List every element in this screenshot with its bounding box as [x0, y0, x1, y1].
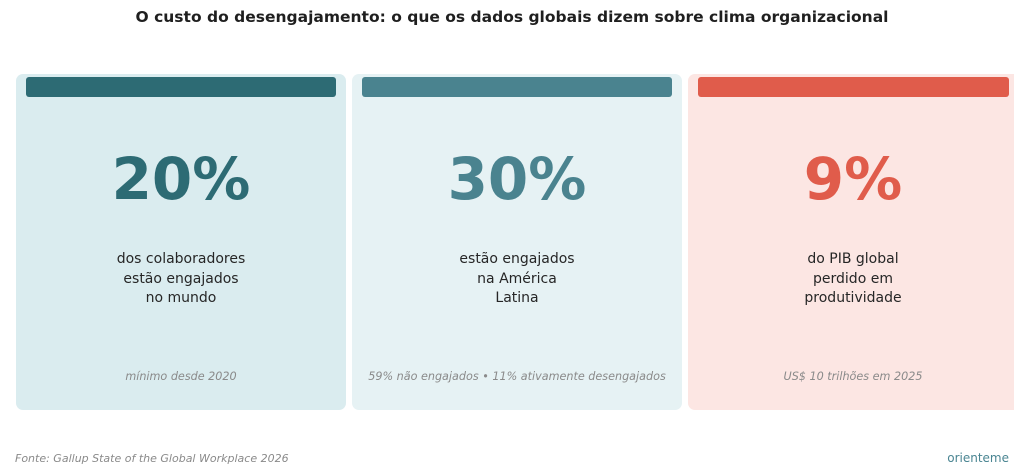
stat-description: do PIB global perdido em produtividade [688, 250, 1018, 309]
stat-note: US$ 10 trilhões em 2025 [783, 370, 923, 383]
stat-description-line: dos colaboradores [116, 251, 246, 267]
card-accent-bar [26, 77, 336, 97]
stat-value: 9% [803, 145, 903, 213]
chart-title: O custo do desengajamento: o que os dado… [135, 8, 889, 26]
source-footnote: Fonte: Gallup State of the Global Workpl… [15, 452, 289, 465]
stat-description-line: no mundo [145, 290, 217, 306]
stat-description-line: Latina [495, 290, 539, 306]
stat-description-line: estão engajados [123, 270, 239, 287]
stat-note: 59% não engajados • 11% ativamente desen… [368, 370, 666, 383]
card-accent-bar [362, 77, 672, 97]
stat-value: 20% [111, 145, 251, 213]
stat-description: dos colaboradores estão engajados no mun… [16, 250, 346, 309]
stat-description-line: perdido em [813, 270, 893, 287]
stat-value: 30% [447, 145, 587, 213]
stat-note: mínimo desde 2020 [125, 370, 237, 383]
card-accent-bar [698, 77, 1009, 97]
brand-logo-text: orienteme [947, 451, 1009, 465]
stat-description-line: estão engajados [459, 251, 575, 267]
stat-card-latam-engagement: 30% estão engajados na América Latina 59… [352, 74, 682, 410]
stat-card-global-engagement: 20% dos colaboradores estão engajados no… [16, 74, 346, 410]
stat-description: estão engajados na América Latina [352, 250, 682, 309]
stat-description-line: do PIB global [807, 251, 899, 267]
stat-description-line: na América [477, 270, 557, 287]
stat-description-line: produtividade [804, 290, 902, 306]
stat-card-gdp-loss: 9% do PIB global perdido em produtividad… [688, 74, 1014, 410]
